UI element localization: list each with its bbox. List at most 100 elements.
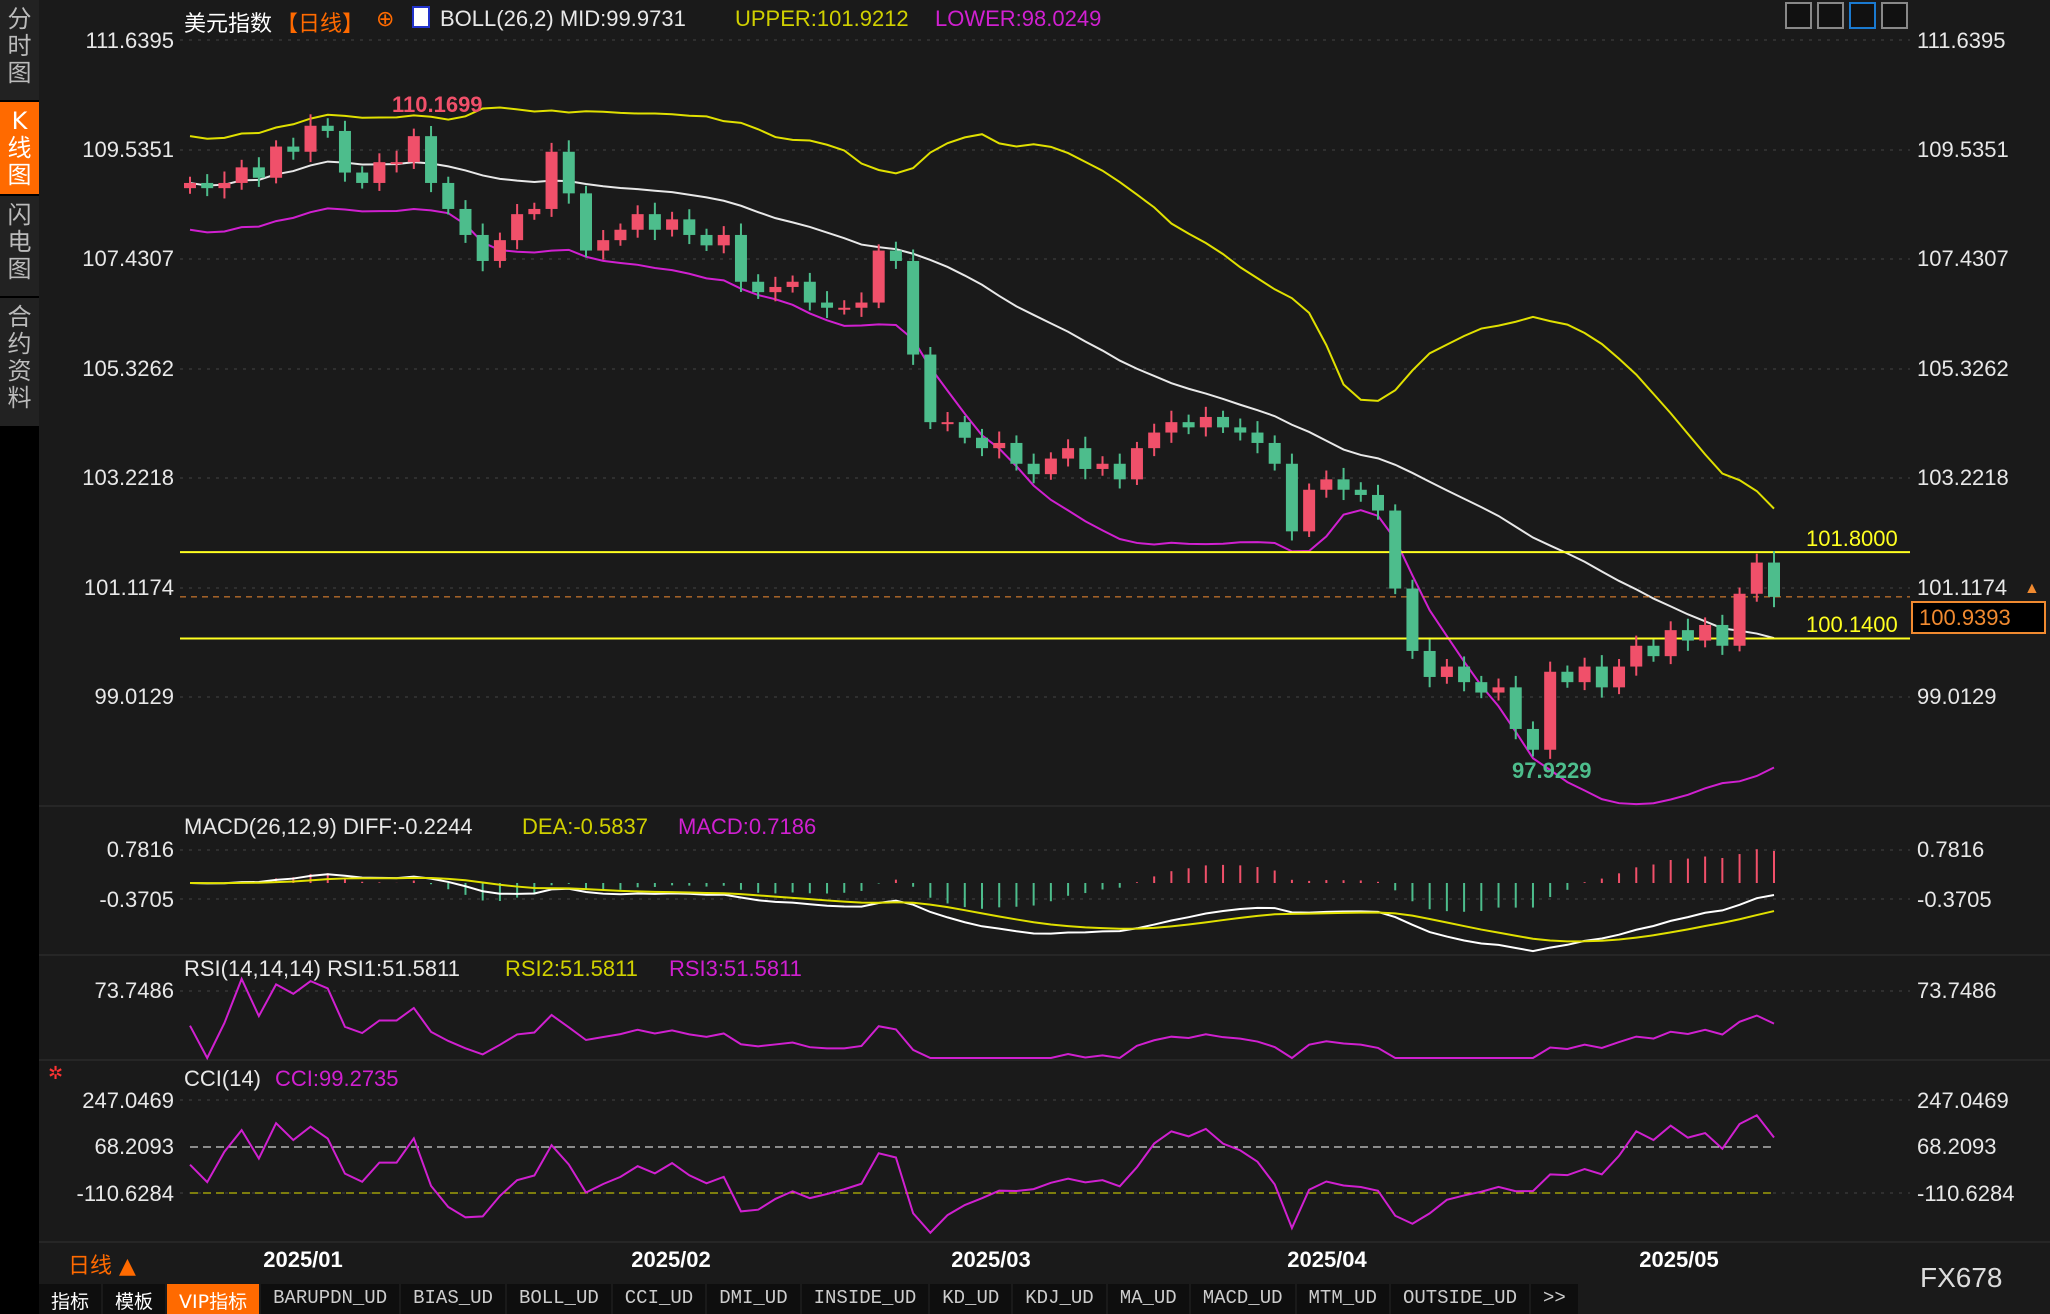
candle-body — [941, 422, 954, 425]
add-icon[interactable]: ⊕ — [376, 6, 395, 31]
rsi-axis-right: 73.7486 — [1917, 978, 1997, 1003]
tab-indicators[interactable]: 指标 — [39, 1284, 102, 1314]
cci-axis-left: 247.0469 — [82, 1088, 174, 1113]
date-label: 2025/04 — [1287, 1247, 1367, 1272]
candle-body — [1716, 624, 1729, 646]
tab-boll[interactable]: BOLL_UD — [506, 1284, 611, 1314]
candle-body — [993, 442, 1006, 449]
boll-lower: LOWER:98.0249 — [935, 6, 1102, 31]
candle-body — [648, 214, 661, 230]
candle-body — [1406, 588, 1419, 651]
candle-body — [425, 136, 438, 183]
tab-barupdn[interactable]: BARUPDN_UD — [261, 1284, 400, 1314]
tab-kd[interactable]: KD_UD — [930, 1284, 1012, 1314]
crosshair-icon[interactable] — [1785, 2, 1812, 29]
tab-inside[interactable]: INSIDE_UD — [801, 1284, 929, 1314]
price-label-left: 109.5351 — [82, 137, 174, 162]
rsi2: RSI2:51.5811 — [505, 956, 638, 981]
candle-body — [872, 250, 885, 303]
candle-body — [1113, 463, 1126, 480]
current-price-label: 100.9393 — [1911, 601, 2046, 634]
tab-vip-indicators[interactable]: VIP指标 — [167, 1284, 260, 1314]
date-label: 2025/05 — [1639, 1247, 1719, 1272]
candle-body — [1647, 645, 1660, 657]
price-label-right: 101.1174 — [1917, 575, 2008, 600]
range-icon[interactable] — [1881, 2, 1908, 29]
axis-play-icon[interactable] — [1849, 2, 1876, 29]
candle-body — [1630, 645, 1643, 667]
candle-body — [580, 193, 592, 251]
candle-body — [769, 286, 782, 293]
candle-body — [821, 302, 834, 308]
price-label-left: 101.1174 — [83, 575, 174, 600]
candle-body — [338, 130, 351, 173]
date-label: 2025/03 — [951, 1247, 1031, 1272]
price-label-right: 103.2218 — [1917, 465, 2009, 490]
period-selector[interactable]: 日线 ▲ — [68, 1254, 136, 1279]
sidebar-item-contract[interactable]: 合约资料 — [0, 298, 39, 426]
indicator-icon[interactable] — [412, 6, 430, 28]
macd-axis-left: 0.7816 — [106, 837, 174, 862]
axis-left-icon[interactable] — [1817, 2, 1844, 29]
macd-dea: DEA:-0.5837 — [522, 814, 648, 839]
tab-more[interactable]: >> — [1530, 1284, 1578, 1314]
rsi3: RSI3:51.5811 — [669, 956, 802, 981]
tab-cci[interactable]: CCI_UD — [612, 1284, 706, 1314]
boll-upper-line — [189, 106, 1775, 510]
candle-body — [855, 302, 868, 308]
candle-body — [1544, 671, 1557, 750]
candle-body — [889, 250, 902, 261]
candle-body — [1664, 630, 1677, 657]
candle-body — [1320, 479, 1333, 490]
symbol-name: 美元指数 — [184, 12, 273, 37]
boll-lower-line — [189, 207, 1775, 806]
tab-ma[interactable]: MA_UD — [1107, 1284, 1189, 1314]
candle-body — [1768, 562, 1780, 597]
candle-body — [1492, 687, 1505, 693]
date-label: 2025/01 — [263, 1247, 343, 1272]
settings-icon[interactable]: ✲ — [48, 1063, 64, 1083]
candle-body — [976, 437, 988, 449]
candle-body — [476, 234, 489, 261]
price-label-left: 107.4307 — [82, 246, 174, 271]
period-tag[interactable]: 【日线】 — [276, 12, 365, 37]
candle-body — [631, 214, 644, 230]
tab-bias[interactable]: BIAS_UD — [401, 1284, 505, 1314]
candle-body — [528, 208, 541, 215]
tab-dmi[interactable]: DMI_UD — [707, 1284, 800, 1314]
tab-kdj[interactable]: KDJ_UD — [1013, 1284, 1106, 1314]
cci-axis-right: 68.2093 — [1917, 1134, 1997, 1159]
boll-mid: BOLL(26,2) MID:99.9731 — [440, 6, 686, 31]
sidebar-item-flash[interactable]: 闪电图 — [0, 196, 39, 296]
candle-body — [1027, 463, 1040, 475]
tab-outside[interactable]: OUTSIDE_UD — [1390, 1284, 1529, 1314]
macd-title: MACD(26,12,9) DIFF:-0.2244 — [184, 814, 473, 839]
candle-body — [1044, 458, 1057, 475]
candle-body — [1251, 432, 1264, 443]
price-label-right: 107.4307 — [1917, 246, 2009, 271]
tab-mtm[interactable]: MTM_UD — [1296, 1284, 1389, 1314]
sidebar-item-kline[interactable]: K线图 — [0, 102, 39, 194]
candle-body — [1062, 448, 1075, 459]
price-label-left: 99.0129 — [94, 684, 174, 709]
candle-body — [1526, 728, 1539, 750]
candle-body — [1423, 650, 1436, 677]
cci-axis-left: 68.2093 — [94, 1134, 174, 1159]
candle-body — [304, 125, 317, 152]
candle-body — [545, 151, 558, 209]
sidebar-item-timeshare[interactable]: 分时图 — [0, 0, 39, 100]
candle-body — [1372, 494, 1384, 511]
candle-body — [287, 146, 300, 152]
tab-macd[interactable]: MACD_UD — [1190, 1284, 1295, 1314]
macd-axis-left: -0.3705 — [99, 887, 174, 912]
candle-body — [1750, 562, 1763, 594]
price-label-right: 111.6395 — [1917, 28, 2006, 53]
tab-templates[interactable]: 模板 — [103, 1284, 166, 1314]
arrow-up-icon: ▲ — [2024, 580, 2040, 597]
candle-body — [1010, 442, 1023, 464]
candle-body — [1458, 666, 1471, 683]
lower-line-label: 100.1400 — [1806, 612, 1898, 637]
candle-body — [356, 172, 369, 183]
candle-body — [597, 240, 610, 251]
